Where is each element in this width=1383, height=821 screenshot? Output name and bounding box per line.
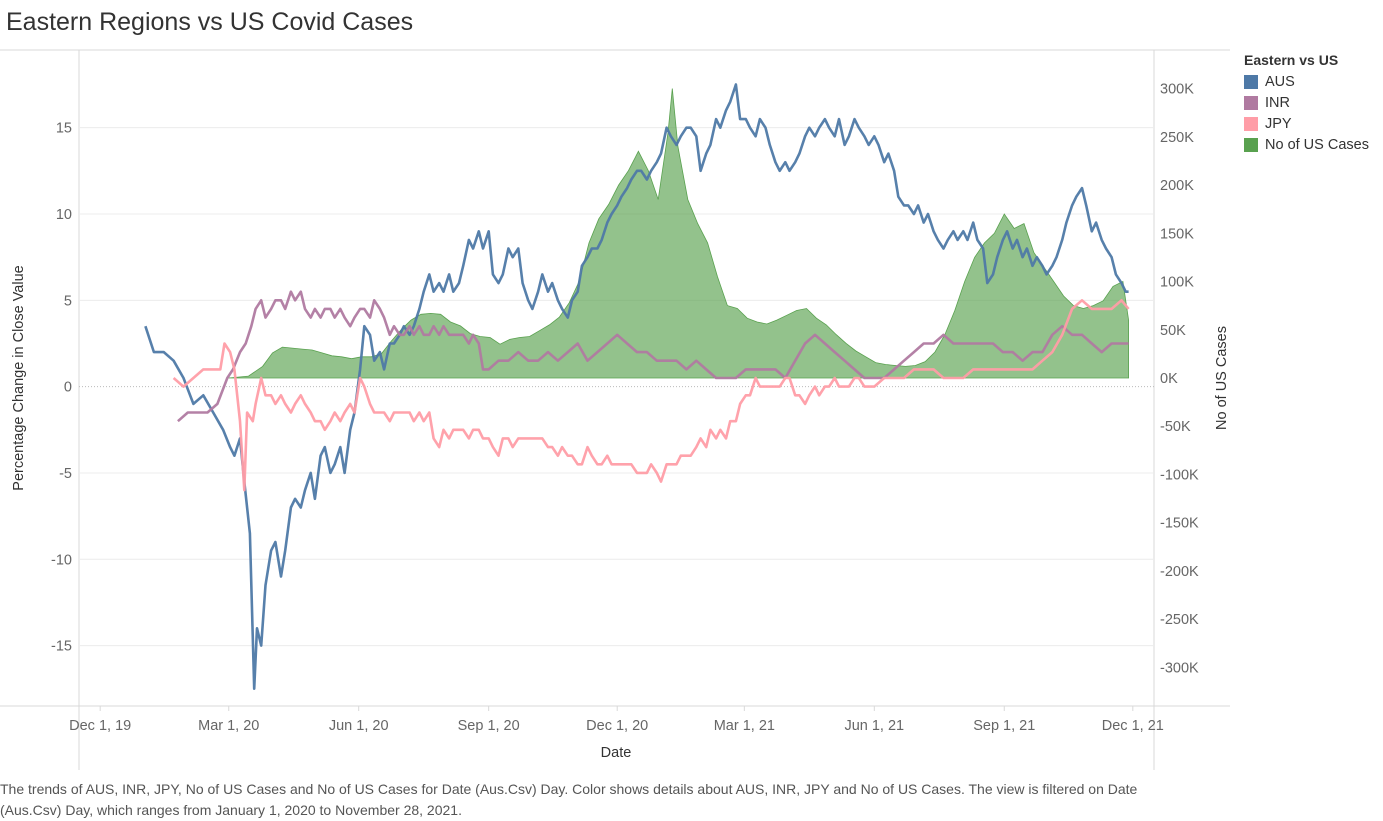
y-right-tick-label: 100K: [1160, 275, 1194, 291]
legend: Eastern vs US AUS INR JPY No of US Cases: [1244, 52, 1369, 155]
y-right-tick-label: 150K: [1160, 226, 1194, 242]
x-tick-label: Dec 1, 21: [1102, 718, 1164, 734]
y-right-tick-label: -150K: [1160, 516, 1199, 532]
y-right-tick-label: 0K: [1160, 371, 1178, 387]
x-tick-label: Dec 1, 19: [69, 718, 131, 734]
y-right-tick-label: -250K: [1160, 612, 1199, 628]
legend-item-inr[interactable]: INR: [1244, 92, 1369, 113]
x-tick-label: Sep 1, 20: [458, 718, 520, 734]
y-right-tick-label: -100K: [1160, 467, 1199, 483]
series-line-inr[interactable]: [177, 290, 1129, 423]
legend-label-us-cases: No of US Cases: [1265, 136, 1369, 153]
legend-label-jpy: JPY: [1265, 115, 1292, 132]
chart-frame: [0, 49, 1230, 770]
series-line-aus[interactable]: [144, 83, 1129, 690]
y-left-tick-label: -15: [51, 639, 72, 655]
y-right-tick-label: 200K: [1160, 178, 1194, 194]
y-right-tick-label: 50K: [1160, 323, 1186, 339]
x-axis-label: Date: [601, 745, 632, 761]
y-right-tick-label: 250K: [1160, 130, 1194, 146]
y-right-tick-label: -50K: [1160, 419, 1191, 435]
x-tick-label: Sep 1, 21: [973, 718, 1035, 734]
x-axis: Dec 1, 19 Mar 1, 20 Jun 1, 20 Sep 1, 20 Dec …: [69, 706, 1164, 734]
chart-title: Eastern Regions vs US Covid Cases: [6, 8, 414, 36]
x-tick-label: Dec 1, 20: [586, 718, 648, 734]
legend-swatch-aus: [1244, 74, 1258, 89]
x-tick-label: Jun 1, 21: [844, 718, 904, 734]
chart-svg[interactable]: 15 10 5 0 -5 -10 -15 300K 250K 200K 150K 100K 50K 0K…: [0, 0, 1240, 775]
y-axis-right-label: No of US Cases: [1214, 326, 1230, 430]
area-series: [228, 88, 1129, 379]
legend-item-us-cases[interactable]: No of US Cases: [1244, 134, 1369, 155]
legend-title: Eastern vs US: [1244, 52, 1339, 68]
series-area-us-cases[interactable]: [228, 88, 1129, 379]
legend-label-inr: INR: [1265, 94, 1290, 111]
legend-swatch-jpy: [1244, 116, 1258, 131]
legend-item-jpy[interactable]: JPY: [1244, 113, 1369, 134]
legend-label-aus: AUS: [1265, 73, 1295, 90]
chart-caption: The trends of AUS, INR, JPY, No of US Ca…: [0, 781, 1138, 818]
y-left-tick-label: 0: [64, 380, 72, 396]
y-left-tick-label: 10: [56, 207, 72, 223]
x-tick-label: Mar 1, 21: [714, 718, 775, 734]
y-axis-left: 15 10 5 0 -5 -10 -15: [51, 121, 72, 655]
y-axis-right: 300K 250K 200K 150K 100K 50K 0K -50K -100K -150K -…: [1160, 82, 1199, 677]
y-axis-left-label: Percentage Change in Close Value: [11, 265, 27, 490]
y-left-tick-label: -5: [59, 466, 72, 482]
legend-swatch-inr: [1244, 95, 1258, 110]
y-left-tick-label: -10: [51, 552, 72, 568]
y-left-tick-label: 15: [56, 121, 72, 137]
y-right-tick-label: -300K: [1160, 660, 1199, 676]
series-line-jpy[interactable]: [172, 299, 1130, 492]
y-right-tick-label: -200K: [1160, 564, 1199, 580]
legend-swatch-us-cases: [1244, 137, 1258, 152]
y-right-tick-label: 300K: [1160, 82, 1194, 98]
line-series: [144, 83, 1130, 690]
x-tick-label: Mar 1, 20: [198, 718, 259, 734]
x-tick-label: Jun 1, 20: [329, 718, 389, 734]
legend-item-aus[interactable]: AUS: [1244, 71, 1369, 92]
y-left-tick-label: 5: [64, 293, 72, 309]
